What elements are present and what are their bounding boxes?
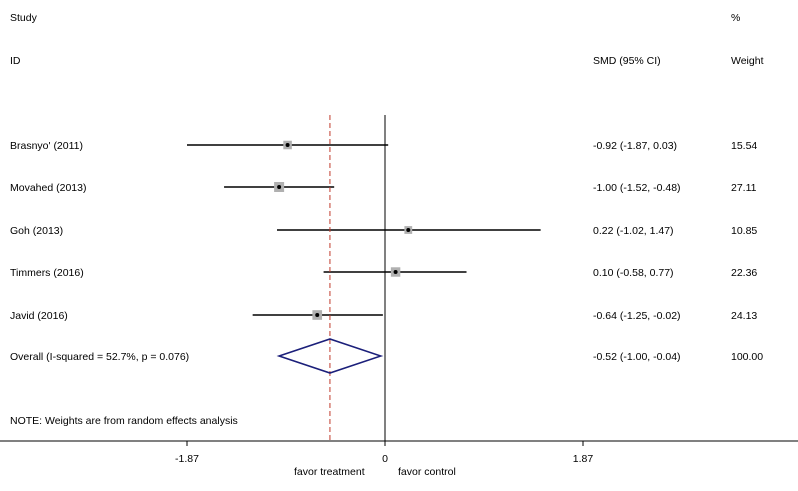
header-weight-label: Weight — [731, 55, 764, 67]
point-estimate — [393, 270, 398, 274]
overall-diamond — [276, 338, 384, 374]
study-label: Javid (2016) — [10, 310, 68, 322]
study-ci-text: 0.10 (-0.58, 0.77) — [593, 267, 674, 279]
study-ci-text: -0.92 (-1.87, 0.03) — [593, 140, 677, 152]
x-tick-label: 1.87 — [573, 453, 594, 465]
overall-label: Overall (I-squared = 52.7%, p = 0.076) — [10, 351, 189, 363]
study-weight: 22.36 — [731, 267, 757, 279]
header-study-label: Study — [10, 12, 38, 24]
study-row: Movahed (2013) -1.00 (-1.52, -0.48) 27.11 — [10, 182, 757, 194]
study-label: Goh (2013) — [10, 225, 63, 237]
favor-treatment-label: favor treatment — [294, 466, 365, 478]
header-id-label: ID — [10, 55, 21, 67]
study-row: Brasnyo' (2011) -0.92 (-1.87, 0.03) 15.54 — [10, 140, 757, 152]
weights-note: NOTE: Weights are from random effects an… — [10, 415, 238, 427]
study-rows: Brasnyo' (2011) -0.92 (-1.87, 0.03) 15.54 M… — [10, 140, 757, 322]
study-ci-text: -0.64 (-1.25, -0.02) — [593, 310, 681, 322]
study-weight: 15.54 — [731, 140, 757, 152]
study-weight: 10.85 — [731, 225, 757, 237]
x-tick-label: -1.87 — [175, 453, 199, 465]
overall-weight: 100.00 — [731, 351, 763, 363]
point-estimate — [277, 185, 282, 189]
study-row: Goh (2013) 0.22 (-1.02, 1.47) 10.85 — [10, 225, 757, 237]
study-label: Timmers (2016) — [10, 267, 84, 279]
header-effect-label: SMD (95% CI) — [593, 55, 661, 67]
study-label: Brasnyo' (2011) — [10, 140, 83, 152]
header-weight-pct: % — [731, 12, 740, 24]
study-ci-text: 0.22 (-1.02, 1.47) — [593, 225, 674, 237]
study-row: Timmers (2016) 0.10 (-0.58, 0.77) 22.36 — [10, 267, 757, 279]
study-ci-text: -1.00 (-1.52, -0.48) — [593, 182, 681, 194]
study-weight: 27.11 — [731, 182, 757, 194]
study-label: Movahed (2013) — [10, 182, 86, 194]
favor-control-label: favor control — [398, 466, 456, 478]
x-axis-ticks: -1.87 0 1.87 — [175, 441, 593, 465]
x-tick-label: 0 — [382, 453, 388, 465]
study-weight: 24.13 — [731, 310, 757, 322]
study-row: Javid (2016) -0.64 (-1.25, -0.02) 24.13 — [10, 310, 757, 322]
point-estimate — [315, 313, 320, 317]
overall-ci-text: -0.52 (-1.00, -0.04) — [593, 351, 681, 363]
point-estimate — [285, 143, 290, 147]
point-estimate — [406, 228, 411, 232]
